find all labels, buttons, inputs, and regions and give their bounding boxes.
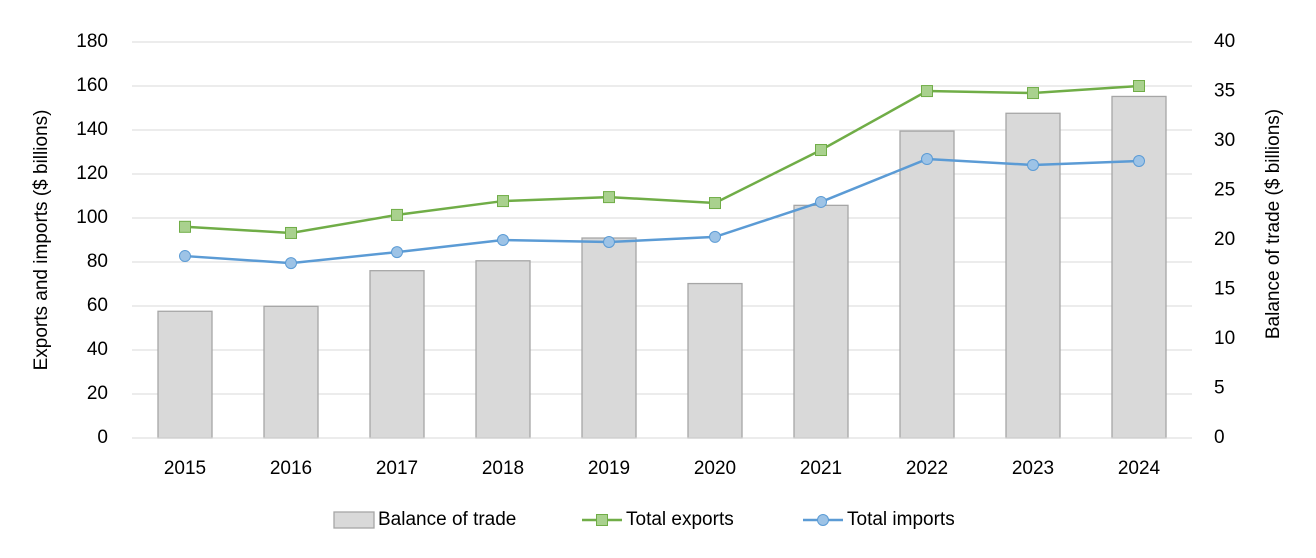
bar: [475, 260, 531, 439]
point: [709, 197, 721, 210]
line: [184, 84, 1140, 235]
y2-tick-label: 35: [1214, 81, 1235, 102]
point: [391, 208, 403, 221]
y2-tick-label: 20: [1214, 229, 1235, 250]
bar: [687, 282, 743, 439]
point: [179, 250, 191, 263]
y-tick-label: 20: [87, 383, 108, 404]
y-axis-title: Exports and imports ($ billions): [31, 110, 52, 371]
x-tick-label: 2018: [482, 458, 524, 479]
y-tick-label: 40: [87, 339, 108, 360]
y-tick-label: 120: [76, 163, 108, 184]
x-tick-label: 2016: [270, 458, 312, 479]
point: [497, 234, 509, 246]
bar: [793, 204, 849, 439]
point: [1027, 158, 1039, 171]
y-tick-label: 140: [76, 119, 108, 140]
bar: [581, 237, 637, 439]
y-tick-label: 100: [76, 207, 108, 228]
point: [1027, 87, 1039, 100]
bar: [369, 270, 425, 439]
legend-marker: [817, 514, 829, 526]
legend-label: Total imports: [847, 509, 955, 530]
y-tick-label: 180: [76, 31, 108, 52]
legend-swatch: [333, 511, 375, 529]
point: [1133, 155, 1145, 168]
y2-tick-label: 30: [1214, 130, 1235, 151]
line: [184, 157, 1140, 265]
legend-label: Total exports: [626, 509, 734, 530]
bar: [157, 310, 213, 439]
point: [815, 195, 827, 208]
x-tick-label: 2020: [694, 458, 736, 479]
point: [921, 153, 933, 166]
x-tick-label: 2017: [376, 458, 418, 479]
point: [285, 257, 297, 270]
x-tick-label: 2021: [800, 458, 842, 479]
y-tick-label: 160: [76, 75, 108, 96]
point: [603, 191, 615, 204]
x-tick-label: 2024: [1118, 458, 1161, 479]
y-tick-label: 60: [87, 295, 108, 316]
x-tick-label: 2023: [1012, 458, 1054, 479]
y2-tick-label: 40: [1214, 31, 1235, 52]
y-tick-label: 0: [97, 427, 108, 448]
x-tick-label: 2022: [906, 458, 948, 479]
y2-tick-label: 25: [1214, 180, 1235, 201]
bar: [1111, 95, 1167, 439]
y2-tick-label: 5: [1214, 378, 1225, 399]
x-tick-label: 2015: [164, 458, 206, 479]
y2-axis-title: Balance of trade ($ billions): [1263, 109, 1284, 339]
point: [709, 230, 721, 243]
point: [179, 220, 191, 233]
y2-tick-label: 15: [1214, 279, 1235, 300]
legend-label: Balance of trade: [378, 509, 516, 530]
point: [921, 85, 933, 98]
x-tick-label: 2019: [588, 458, 630, 479]
y2-tick-label: 0: [1214, 427, 1225, 448]
legend-marker: [596, 514, 608, 526]
bar: [263, 305, 319, 439]
point: [1133, 80, 1145, 92]
point: [815, 144, 827, 157]
y2-tick-label: 10: [1214, 328, 1235, 349]
bar: [899, 130, 955, 439]
point: [285, 226, 297, 239]
point: [497, 195, 509, 208]
point: [603, 235, 615, 248]
point: [391, 246, 403, 259]
y-tick-label: 80: [87, 251, 108, 272]
